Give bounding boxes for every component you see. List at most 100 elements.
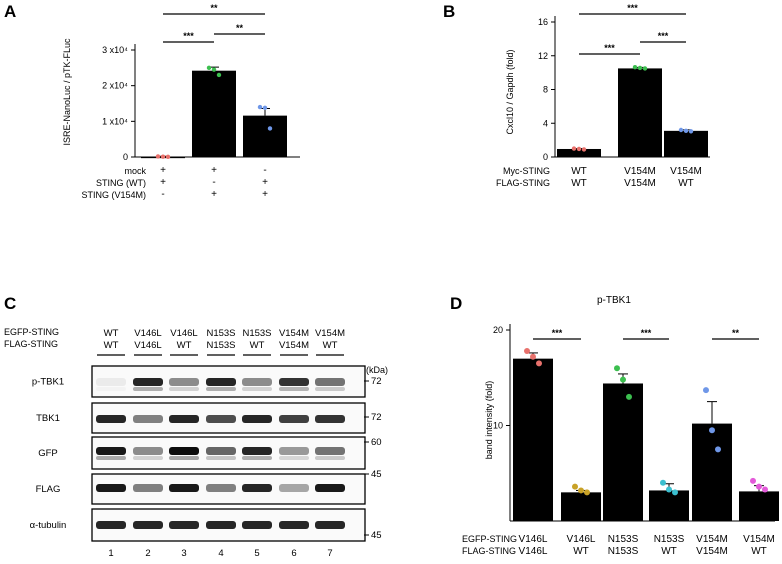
- blot-mw-marker: 72: [371, 376, 382, 387]
- blot-band: [242, 484, 272, 492]
- blot-mw-marker: 45: [371, 469, 382, 480]
- chart-d-data-point: [666, 486, 672, 493]
- blot-lane-label-flag: V154M: [279, 340, 309, 351]
- blot-band: [169, 484, 199, 492]
- blot-band-lower: [133, 456, 163, 460]
- chart-b-condition-cell: WT: [678, 178, 694, 189]
- blot-lane-number: 4: [218, 548, 223, 559]
- blot-band-lower: [279, 456, 309, 460]
- chart-b-condition-cell: WT: [571, 178, 587, 189]
- chart-a-bar: [243, 115, 287, 157]
- blot-label: p-TBK1: [32, 377, 64, 388]
- blot-band: [169, 521, 199, 529]
- blot-band: [96, 378, 126, 386]
- row-label-flag-sting-d: FLAG-STING: [462, 546, 517, 556]
- chart-d-condition-cell: N153S: [608, 534, 639, 545]
- chart-d-y-tick-label: 10: [493, 421, 503, 431]
- chart-b-data-point: [678, 127, 684, 133]
- chart-a-data-point: [257, 104, 263, 110]
- chart-b-significance-label: ***: [658, 31, 669, 41]
- panel-letter-b: B: [443, 2, 456, 21]
- blot-band: [169, 447, 199, 455]
- chart-b-y-tick-label: 4: [543, 118, 548, 128]
- chart-d-condition-cell: V154M: [743, 534, 775, 545]
- chart-d-condition-cell: N153S: [654, 534, 685, 545]
- chart-a-y-tick-label: 0: [123, 152, 128, 162]
- chart-d-title: p-TBK1: [597, 295, 631, 306]
- blot-band: [96, 521, 126, 529]
- blot-band: [279, 378, 309, 386]
- chart-a-y-tick-label: 1 x10⁴: [102, 116, 128, 126]
- chart-b-bar: [618, 68, 662, 157]
- blot-lane-label-egfp: N153S: [242, 328, 271, 339]
- blot-band-lower: [242, 387, 272, 391]
- blot-band: [133, 415, 163, 423]
- row-label-myc-sting: Myc-STING: [503, 166, 550, 176]
- chart-a-data-point: [206, 65, 212, 71]
- chart-b-bar: [664, 130, 708, 157]
- chart-d-data-point: [762, 486, 768, 493]
- row-label-sting-wt: STING (WT): [96, 178, 146, 188]
- chart-a-significance-label: **: [210, 3, 218, 13]
- panel-letter-a: A: [4, 2, 17, 21]
- chart-d-data-point: [672, 489, 678, 496]
- chart-a-data-point: [267, 126, 273, 131]
- blot-band: [206, 447, 236, 455]
- chart-d-data-point: [572, 483, 578, 490]
- blot-kda-label: (kDa): [366, 365, 388, 375]
- blot-band: [206, 378, 236, 386]
- chart-b-y-tick-label: 16: [538, 17, 548, 27]
- chart-d-condition-cell: N153S: [608, 546, 639, 557]
- blot-band-lower: [315, 387, 345, 391]
- blot-band-lower: [96, 387, 126, 391]
- chart-d-condition-cell: WT: [573, 546, 589, 557]
- blot-band: [133, 484, 163, 492]
- chart-a-significance-label: ***: [183, 31, 194, 41]
- chart-d-data-point: [750, 477, 756, 484]
- chart-d-data-point: [660, 479, 666, 486]
- chart-d-data-point: [620, 376, 626, 383]
- blot-band: [206, 484, 236, 492]
- blot-band: [96, 484, 126, 492]
- chart-d-ylabel: band intensity (fold): [484, 381, 494, 460]
- row-label-mock: mock: [124, 166, 146, 176]
- chart-d-data-point: [584, 489, 590, 496]
- blot-lane-number: 6: [291, 548, 296, 559]
- blot-lane-number: 3: [181, 548, 186, 559]
- chart-b-condition-cell: V154M: [624, 178, 656, 189]
- chart-a-condition-cell: +: [262, 189, 268, 200]
- chart-d-significance-label: **: [732, 328, 740, 338]
- chart-b-data-point: [688, 129, 694, 134]
- blot-lane-label-egfp: N153S: [206, 328, 235, 339]
- chart-a-condition-cell: +: [262, 177, 268, 188]
- chart-b-y-tick-label: 0: [543, 152, 548, 162]
- blot-band: [315, 484, 345, 492]
- chart-b-data-point: [632, 64, 638, 70]
- chart-b-data-point: [571, 146, 577, 151]
- blot-lane-number: 7: [327, 548, 332, 559]
- chart-d-data-point: [578, 487, 584, 494]
- blot-band: [206, 415, 236, 423]
- chart-b-bar: [557, 148, 601, 157]
- blot-label: α-tubulin: [30, 520, 67, 531]
- chart-a-data-point: [216, 72, 222, 78]
- chart-d-bar: [603, 383, 643, 521]
- chart-b-condition-cell: WT: [571, 166, 587, 177]
- chart-d-data-point: [709, 427, 715, 434]
- blot-band: [315, 447, 345, 455]
- blot-band-lower: [133, 387, 163, 391]
- chart-d-data-point: [524, 348, 530, 355]
- blot-mw-marker: 72: [371, 412, 382, 423]
- panel-letter-d: D: [450, 294, 463, 313]
- chart-d-y-tick-label: 20: [493, 325, 503, 335]
- chart-b-y-tick-label: 12: [538, 51, 548, 61]
- blot-lane-number: 2: [145, 548, 150, 559]
- blot-band: [279, 447, 309, 455]
- blot-band: [242, 378, 272, 386]
- chart-a-condition-cell: +: [160, 177, 166, 188]
- blot-lane-label-egfp: V146L: [170, 328, 197, 339]
- blot-band: [169, 415, 199, 423]
- chart-d-condition-cell: V146L: [567, 534, 596, 545]
- blot-band: [206, 521, 236, 529]
